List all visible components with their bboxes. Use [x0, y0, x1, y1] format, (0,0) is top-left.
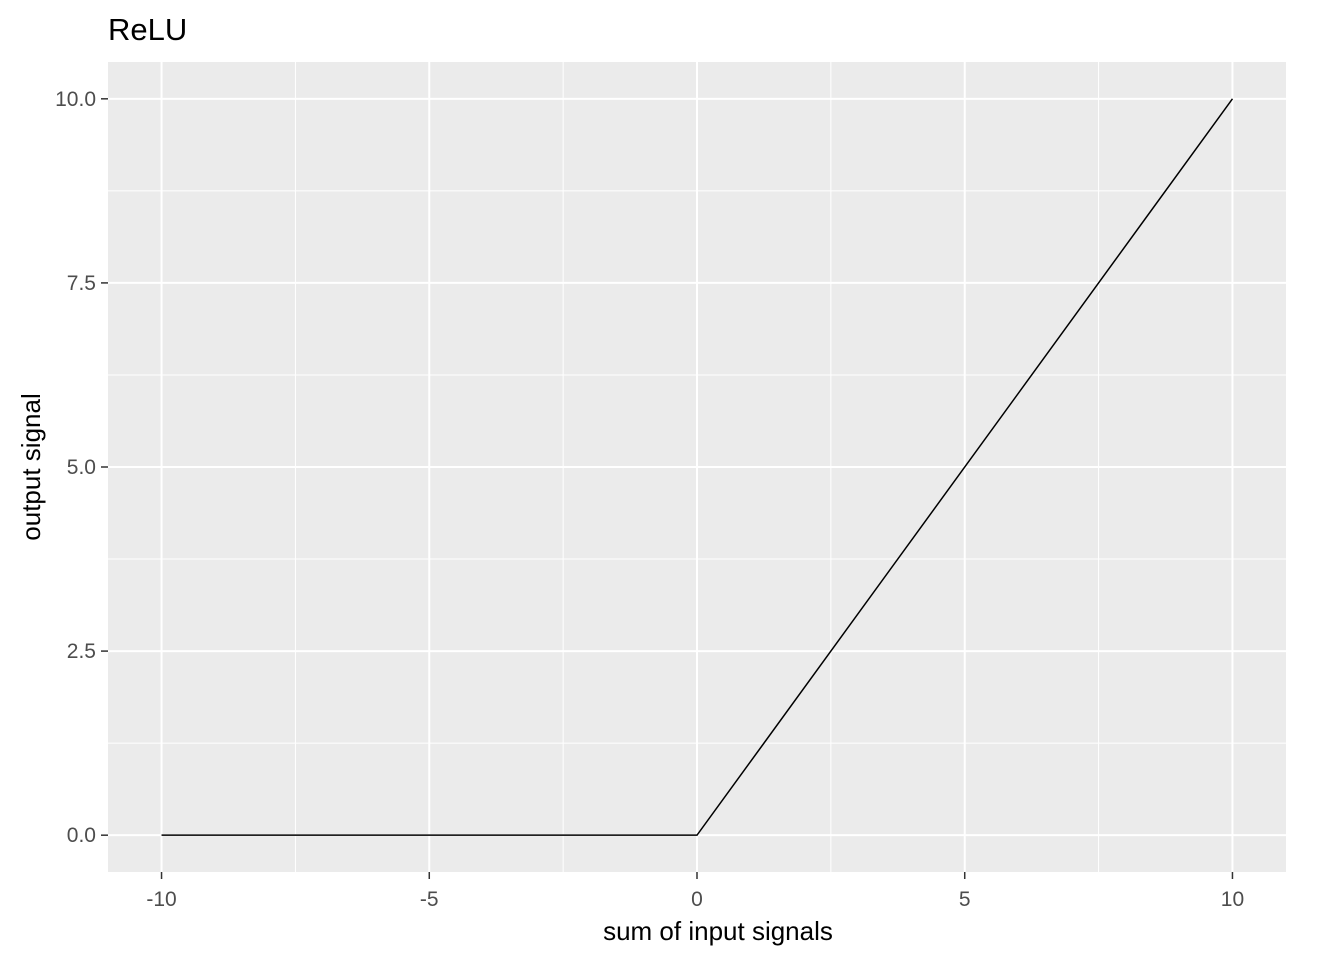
x-tick-label: 0 [691, 888, 703, 911]
y-tick-label: 10.0 [55, 88, 96, 111]
x-tick-label: -5 [420, 888, 439, 911]
series-layer [161, 98, 1234, 836]
y-tick-label: 2.5 [67, 640, 96, 663]
y-tick-label: 5.0 [67, 456, 96, 479]
x-tick-label: 10 [1221, 888, 1244, 911]
x-axis-label: sum of input signals [603, 916, 833, 946]
y-axis-label: output signal [16, 393, 46, 540]
x-axis-ticks: -10 -5 0 5 10 [146, 872, 1244, 911]
chart-title: ReLU [108, 12, 187, 47]
y-tick-label: 0.0 [67, 824, 96, 847]
y-axis-ticks: 0.0 2.5 5.0 7.5 10.0 [55, 88, 108, 847]
y-tick-label: 7.5 [67, 272, 96, 295]
x-tick-label: 5 [959, 888, 971, 911]
relu-line [161, 98, 1234, 836]
x-tick-label: -10 [146, 888, 176, 911]
